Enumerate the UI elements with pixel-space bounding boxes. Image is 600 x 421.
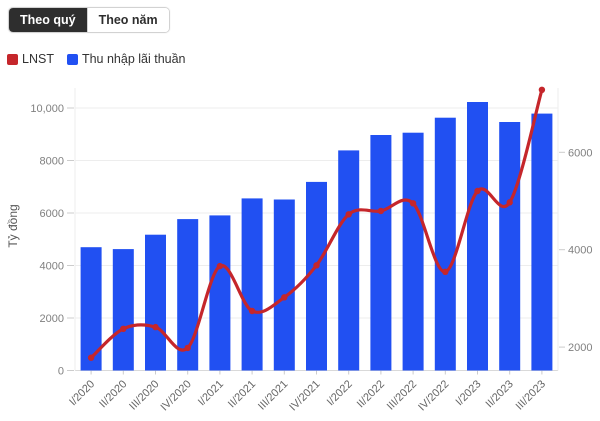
left-axis-tick-label: 4000: [40, 261, 64, 273]
bar[interactable]: [531, 113, 553, 371]
bar[interactable]: [434, 117, 456, 371]
line-point[interactable]: [120, 325, 127, 332]
left-axis-tick-label: 8000: [40, 156, 64, 168]
bar[interactable]: [467, 102, 488, 371]
bar[interactable]: [80, 247, 102, 371]
bar[interactable]: [177, 219, 199, 371]
x-axis-tick-label: IV/2022: [416, 378, 451, 413]
lnst-series-swatch-icon: [7, 53, 18, 65]
x-axis-tick-label: III/2023: [514, 378, 548, 412]
left-axis-tick-label: 6000: [40, 208, 64, 220]
line-point[interactable]: [538, 86, 546, 94]
bar[interactable]: [273, 199, 295, 371]
left-axis-tick-label: 2000: [40, 313, 64, 325]
line-point[interactable]: [281, 294, 288, 301]
right-axis-tick-label: 4000: [568, 245, 592, 257]
x-axis-tick-label: IV/2021: [287, 378, 322, 413]
line-point[interactable]: [442, 268, 449, 275]
x-axis-tick-label: I/2023: [454, 378, 484, 408]
x-axis-tick-label: II/2022: [355, 378, 387, 410]
tab-theo-nam[interactable]: Theo năm: [86, 8, 169, 32]
x-axis-tick-label: III/2022: [385, 378, 419, 412]
tab-theo-quy[interactable]: Theo quý: [9, 8, 87, 32]
x-axis-tick-label: I/2020: [67, 378, 97, 408]
x-axis-tick-label: II/2020: [97, 378, 129, 410]
line-point[interactable]: [377, 207, 385, 215]
right-axis-tick-label: 6000: [568, 147, 592, 159]
bar[interactable]: [338, 150, 360, 371]
legend-item-lnst[interactable]: LNST: [7, 52, 54, 66]
bar[interactable]: [209, 215, 231, 371]
left-axis-tick-label: 10,000: [30, 103, 64, 115]
line-point[interactable]: [184, 344, 191, 352]
bar[interactable]: [499, 122, 521, 371]
line-point[interactable]: [474, 187, 481, 195]
x-axis-tick-label: I/2022: [325, 378, 355, 408]
x-axis-tick-label: II/2021: [226, 378, 258, 410]
left-axis-title: Tỷ đồng: [6, 204, 20, 247]
legend-label: Thu nhập lãi thuần: [81, 52, 186, 66]
x-axis-tick-label: III/2021: [256, 378, 290, 412]
legend-item-thu-nhap-lai-thuan[interactable]: Thu nhập lãi thuần: [66, 52, 186, 66]
bar[interactable]: [402, 132, 424, 371]
line-point[interactable]: [216, 262, 224, 270]
line-point[interactable]: [87, 354, 95, 361]
line-point[interactable]: [506, 199, 513, 206]
line-point[interactable]: [409, 200, 417, 207]
period-toggle: Theo quý Theo năm: [8, 7, 170, 33]
bar[interactable]: [370, 135, 392, 371]
x-axis-tick-label: II/2023: [484, 378, 516, 410]
bar[interactable]: [241, 198, 263, 371]
line-point[interactable]: [248, 307, 256, 315]
bar[interactable]: [145, 234, 166, 371]
x-axis-tick-label: I/2021: [196, 378, 226, 408]
x-axis-tick-label: III/2020: [127, 378, 161, 412]
nii-series-swatch-icon: [66, 53, 78, 65]
bar[interactable]: [112, 249, 134, 371]
chart-legend: LNST Thu nhập lãi thuần: [7, 52, 186, 66]
x-axis-tick-label: IV/2020: [159, 378, 194, 413]
line-point[interactable]: [313, 262, 320, 269]
legend-label: LNST: [22, 52, 54, 66]
left-axis-tick-label: 0: [58, 366, 64, 378]
line-point[interactable]: [345, 211, 352, 218]
line-point[interactable]: [152, 323, 159, 331]
bar[interactable]: [306, 181, 327, 371]
right-axis-tick-label: 2000: [568, 342, 592, 354]
